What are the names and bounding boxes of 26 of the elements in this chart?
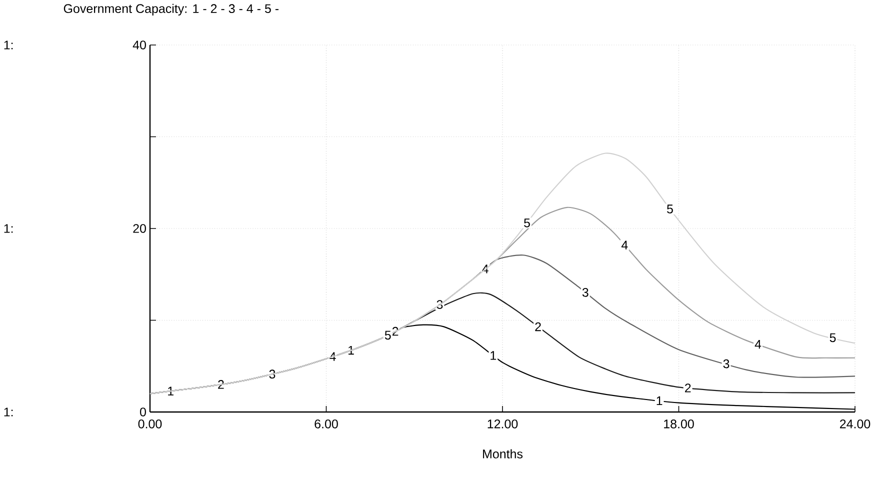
x-axis-title: Months (483, 449, 523, 458)
x-tick-label: 24.00 (840, 420, 870, 428)
text: 1: (4, 408, 13, 416)
series-label: 5 (524, 218, 530, 228)
text: 5 (667, 204, 673, 214)
x-tick-label: 6.00 (314, 420, 338, 428)
text: 1: (4, 224, 13, 233)
text: 4 (754, 340, 762, 349)
text: 4 (621, 240, 628, 250)
y-tick-label: 0 (140, 408, 146, 416)
series-label: 2 (685, 384, 691, 392)
series-label: 3 (582, 288, 588, 297)
text: 1 (490, 351, 496, 360)
y-tick-label: 20 (133, 224, 146, 233)
line-series (149, 152, 856, 394)
chart-title: Government Capacity: 1 - 2 - 3 - 4 - 5 - (64, 4, 279, 16)
x-tick-label: 18.00 (664, 420, 694, 428)
x-tick-label: 0.00 (138, 420, 162, 428)
text: 5 (384, 330, 391, 340)
x-tick-label: 12.00 (488, 420, 518, 428)
text: 3 (723, 359, 730, 368)
text: 1 (656, 396, 662, 405)
text: 2 (535, 322, 541, 332)
text: 1: (4, 40, 13, 50)
text: 5 (830, 333, 836, 342)
y-tick-label: 40 (132, 40, 146, 50)
